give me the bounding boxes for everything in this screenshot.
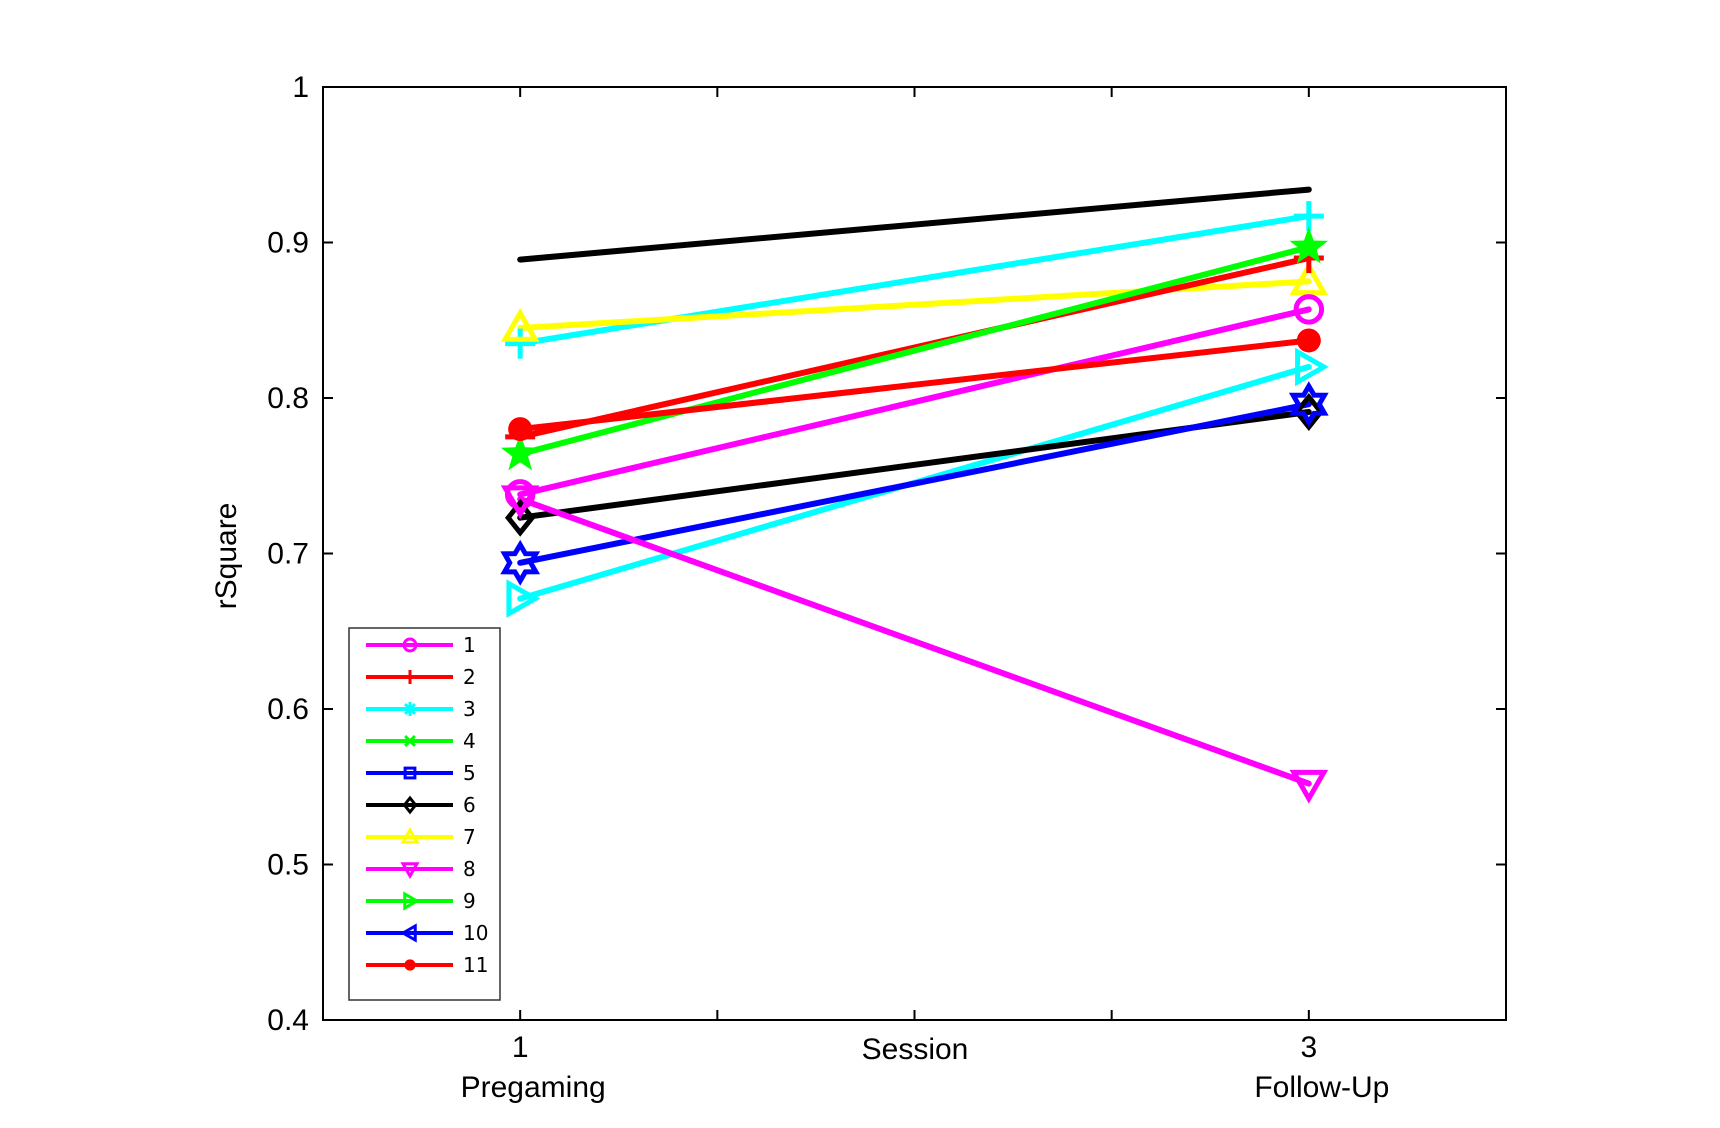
legend-marker [404, 959, 416, 971]
data-point-red-dot [1296, 328, 1321, 353]
legend-marker [403, 702, 417, 716]
legend-marker [403, 766, 417, 780]
legend-marker [403, 670, 417, 684]
y-tick-label: 0.4 [267, 1004, 309, 1037]
legend-label: 1 [463, 633, 476, 657]
data-point-black-diamond [504, 498, 536, 537]
legend-marker [404, 735, 416, 747]
legend-label: 4 [463, 729, 476, 753]
y-tick-label: 1 [292, 71, 309, 104]
x-tick-sublabel: Pregaming [461, 1071, 606, 1104]
series-line-magenta-circle [517, 306, 1312, 498]
legend: 1 2 3 4 5 6 7 8 9 10 11 [348, 627, 501, 1001]
legend-label: 2 [463, 665, 476, 689]
data-point-green-star [1289, 226, 1329, 264]
legend-marker [403, 891, 421, 911]
series-line-green-star [517, 244, 1312, 457]
legend-label: 6 [463, 793, 476, 817]
legend-label: 11 [463, 953, 488, 977]
data-point-blue-hexagram [1288, 381, 1329, 428]
data-point-red-dot [508, 417, 533, 442]
data-point-green-star [500, 433, 540, 471]
plot-area [500, 186, 1329, 804]
legend-label: 9 [463, 889, 476, 913]
y-tick-label: 0.9 [267, 227, 309, 260]
data-point-magenta-circle [1293, 294, 1325, 325]
legend-marker [399, 923, 417, 943]
data-point-magenta-triangle-down [1289, 769, 1329, 804]
legend-label: 10 [463, 921, 488, 945]
legend-marker [400, 826, 420, 844]
legend-marker [402, 637, 418, 653]
x-axis-title: Session [862, 1033, 969, 1066]
data-point-cyan-triangle-right [506, 579, 541, 618]
legend-label: 5 [463, 761, 476, 785]
data-point-yellow-triangle [500, 307, 540, 342]
data-point-blue-hexagram [500, 539, 541, 586]
x-tick-sublabel: Follow-Up [1254, 1071, 1389, 1104]
series-line-red-dot [517, 337, 1312, 433]
series-line-black-line [517, 186, 1312, 263]
data-point-cyan-triangle-right [1295, 347, 1329, 387]
legend-box [348, 627, 501, 1001]
legend-label: 8 [463, 857, 476, 881]
legend-label: 7 [463, 825, 476, 849]
y-tick-label: 0.7 [267, 538, 309, 571]
x-tick-label: 3 [1300, 1031, 1317, 1064]
data-point-yellow-triangle [1289, 261, 1329, 296]
series-line-blue-hexagram [517, 401, 1312, 566]
data-point-cyan-plus [1293, 201, 1324, 232]
legend-marker [402, 795, 418, 815]
y-tick-label: 0.6 [267, 693, 309, 726]
x-tick-label: 1 [512, 1031, 529, 1064]
y-axis-title: rSquare [210, 503, 243, 610]
series-line-magenta-triangle-down [517, 496, 1312, 787]
legend-label: 3 [463, 697, 476, 721]
legend-marker [400, 862, 420, 880]
data-point-magenta-triangle-down [500, 485, 540, 520]
series-line-yellow-triangle [517, 278, 1312, 331]
data-point-cyan-plus [505, 328, 536, 359]
y-tick-label: 0.8 [267, 382, 309, 415]
y-tick-label: 0.5 [267, 849, 309, 882]
